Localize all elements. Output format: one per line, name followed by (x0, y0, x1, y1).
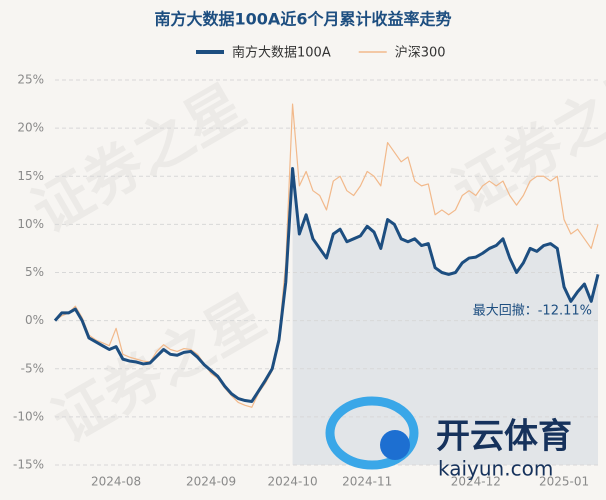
drawdown-area (292, 168, 598, 466)
y-tick-label: -5% (21, 361, 44, 375)
y-tick-label: 20% (17, 121, 44, 135)
y-tick-label: -10% (13, 409, 44, 423)
legend-label: 南方大数据100A (232, 45, 331, 61)
logo-ball (380, 430, 410, 460)
y-tick-label: 15% (17, 169, 44, 183)
x-tick-label: 2024-10 (267, 475, 317, 489)
series-line (53, 167, 600, 403)
x-tick-label: 2024-12 (451, 475, 501, 489)
y-tick-label: 25% (17, 73, 44, 87)
legend: 南方大数据100A 沪深300 (196, 45, 446, 61)
y-tick-label: 5% (25, 265, 44, 279)
watermark-text: 证券之星 (21, 71, 256, 246)
x-tick-label: 2024-08 (91, 475, 141, 489)
y-tick-label: 10% (17, 217, 44, 231)
legend-label: 沪深300 (395, 45, 446, 61)
chart-title: 南方大数据100A近6个月累计收益率走势 (155, 10, 452, 29)
annotation: 最大回撤：-12.11% (473, 303, 592, 319)
y-tick-label: 0% (25, 313, 44, 327)
logo-url: kaiyun.com (438, 457, 553, 481)
plot: -15% -10% -5% 0% 5% 10% 15% 20% 25% 2024-08 2024-0… (13, 73, 600, 489)
logo: 开云体育 kaiyun.com (325, 396, 572, 481)
x-tick-label: 2024-09 (186, 475, 236, 489)
logo-text: 开云体育 (436, 417, 572, 457)
x-tick-label: 2024-11 (342, 475, 392, 489)
y-tick-label: -15% (13, 458, 44, 472)
x-tick-label: 2025-01 (539, 475, 589, 489)
logo-ring (325, 396, 419, 470)
series-line (54, 103, 599, 408)
watermark-text: 证券之星 (441, 51, 606, 226)
